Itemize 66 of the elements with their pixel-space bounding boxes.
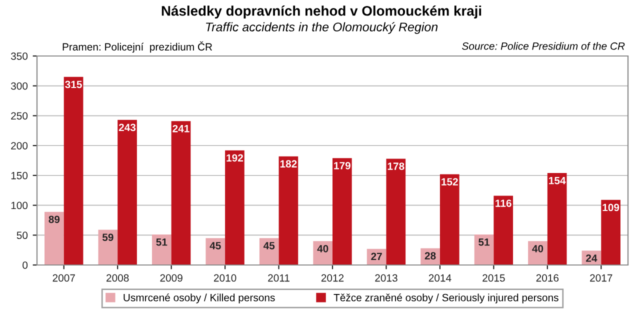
bar bbox=[206, 238, 226, 265]
y-tick-label: 300 bbox=[10, 82, 28, 90]
data-label: 45 bbox=[210, 242, 221, 250]
bar bbox=[440, 174, 460, 265]
y-tick-label: 350 bbox=[10, 52, 28, 60]
y-tick-label: 150 bbox=[11, 172, 28, 180]
bar bbox=[118, 120, 137, 265]
data-label: 40 bbox=[317, 244, 328, 252]
data-label: 315 bbox=[65, 80, 82, 88]
bar bbox=[259, 238, 279, 265]
x-tick-label: 2017 bbox=[590, 274, 612, 282]
data-label: 243 bbox=[118, 124, 136, 132]
x-tick-label: 2013 bbox=[375, 274, 398, 282]
data-label: 109 bbox=[602, 204, 620, 212]
data-label: 152 bbox=[442, 178, 458, 186]
y-tick-label: 50 bbox=[16, 232, 28, 240]
data-label: 51 bbox=[478, 238, 490, 246]
bar bbox=[601, 200, 620, 265]
x-tick-label: 2016 bbox=[536, 274, 559, 282]
bar bbox=[278, 156, 298, 265]
y-tick-label: 200 bbox=[11, 142, 28, 150]
y-tick-label: 100 bbox=[11, 202, 28, 210]
data-label: 89 bbox=[48, 216, 60, 224]
bar bbox=[152, 234, 172, 265]
data-label: 59 bbox=[102, 234, 114, 242]
data-label: 182 bbox=[280, 160, 297, 168]
x-tick-label: 2010 bbox=[214, 274, 236, 282]
bar bbox=[332, 158, 352, 265]
data-label: 154 bbox=[549, 177, 566, 184]
x-tick-label: 2012 bbox=[321, 274, 344, 282]
source-note: Source: Police Presidium of the CR bbox=[462, 42, 625, 50]
data-label: 45 bbox=[263, 242, 275, 250]
data-label: 241 bbox=[172, 124, 190, 132]
x-tick-label: 2008 bbox=[106, 274, 129, 282]
bar bbox=[474, 234, 494, 265]
bar bbox=[171, 121, 191, 265]
x-tick-label: 2014 bbox=[428, 274, 452, 282]
data-label: 178 bbox=[388, 162, 404, 170]
bar bbox=[386, 158, 406, 265]
legend-label: Usmrcené osoby / Killed persons bbox=[124, 294, 275, 304]
bar bbox=[313, 241, 332, 265]
bar bbox=[225, 150, 244, 265]
data-label: 28 bbox=[424, 252, 436, 260]
bar bbox=[528, 241, 548, 265]
chart-subtitle: Traffic accidents in the Olomoucký Region bbox=[206, 22, 438, 34]
bar bbox=[44, 212, 64, 265]
text: Pramen: Policejní prezidium ČR bbox=[62, 41, 212, 53]
bar bbox=[494, 196, 514, 265]
bar bbox=[547, 173, 567, 265]
x-tick-label: 2007 bbox=[52, 274, 75, 282]
data-label: 40 bbox=[532, 244, 544, 252]
legend-label: Těžce zraněné osoby / Seriously injured persons bbox=[334, 294, 558, 304]
chart-title: Následky dopravních nehod v Olomouckém kraji bbox=[162, 5, 482, 19]
bar bbox=[98, 230, 118, 265]
data-label: 192 bbox=[226, 154, 243, 162]
y-tick-label: 0 bbox=[22, 262, 28, 269]
data-label: 179 bbox=[334, 162, 350, 170]
data-label: 51 bbox=[156, 238, 168, 246]
x-tick-label: 2009 bbox=[160, 274, 182, 282]
data-label: 116 bbox=[496, 200, 512, 207]
x-tick-label: 2011 bbox=[268, 274, 290, 282]
y-tick-label: 250 bbox=[11, 112, 28, 120]
data-label: 27 bbox=[371, 252, 382, 260]
data-label: 24 bbox=[586, 254, 598, 262]
x-tick-label: 2015 bbox=[482, 274, 505, 282]
bar bbox=[64, 76, 84, 265]
